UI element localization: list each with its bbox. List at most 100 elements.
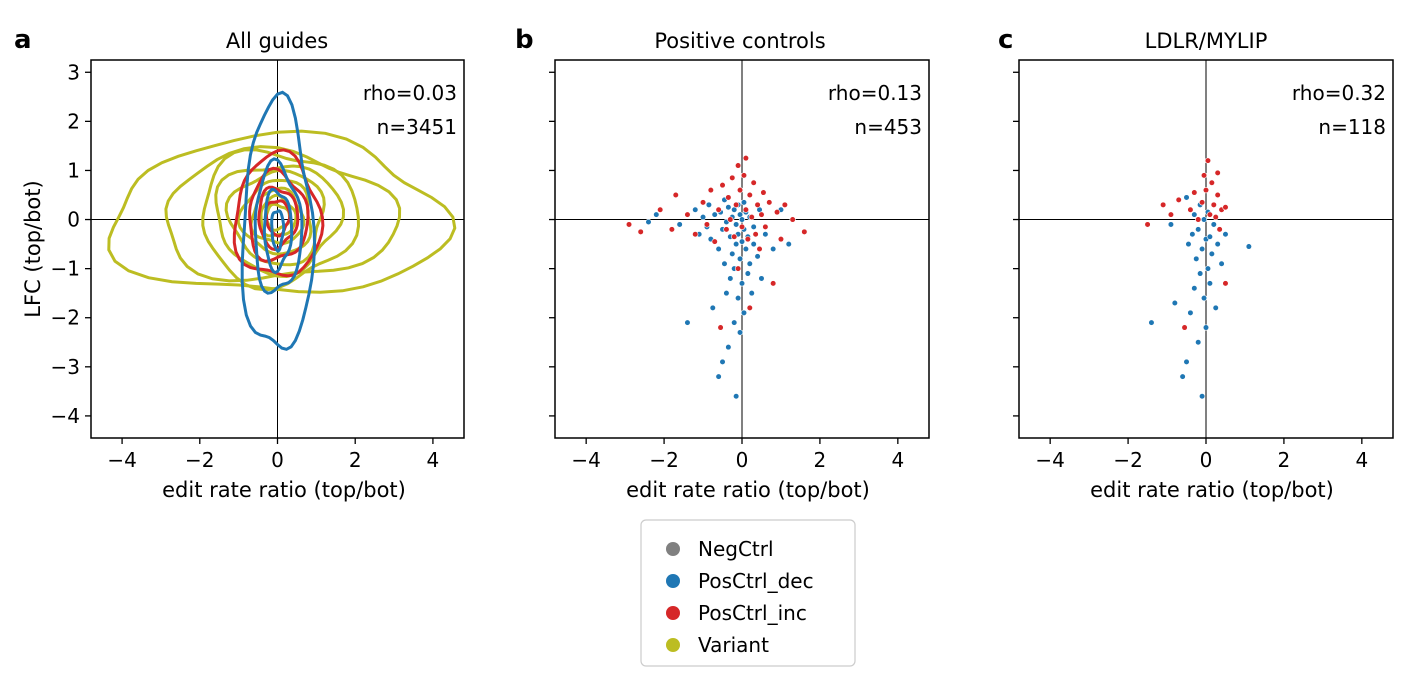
scatter-point bbox=[1187, 309, 1194, 316]
contour-variant bbox=[107, 129, 457, 294]
scatter-point bbox=[738, 238, 746, 245]
tick-labels: −4 −2 0 2 4 bbox=[549, 71, 904, 472]
scatter-point bbox=[744, 236, 751, 243]
scatter-point bbox=[1222, 280, 1229, 287]
scatter-point bbox=[727, 216, 734, 223]
legend-label-negctrl: NegCtrl bbox=[698, 537, 774, 561]
scatter-point bbox=[719, 182, 726, 189]
scatter-point bbox=[1187, 206, 1194, 213]
scatter-point bbox=[1175, 196, 1182, 204]
scatter-point bbox=[758, 275, 765, 282]
contour-posctrl-dec bbox=[262, 188, 294, 275]
scatter-point bbox=[729, 250, 736, 258]
scatter-point bbox=[735, 162, 742, 169]
y-tick-label: 3 bbox=[67, 60, 80, 84]
scatter-point bbox=[668, 226, 675, 233]
y-tick-label: 2 bbox=[67, 109, 80, 133]
scatter-point bbox=[1204, 157, 1212, 164]
legend-label-variant: Variant bbox=[698, 633, 769, 657]
n-annotation: n=3451 bbox=[377, 115, 457, 139]
scatter-point bbox=[729, 174, 736, 181]
scatter-point bbox=[692, 206, 699, 213]
scatter-point bbox=[676, 221, 683, 228]
rho-annotation: rho=0.03 bbox=[363, 81, 457, 105]
scatter-point bbox=[773, 209, 781, 216]
scatter-point bbox=[1160, 201, 1167, 208]
scatter-point bbox=[1216, 226, 1223, 233]
scatter-point bbox=[742, 155, 749, 162]
scatter-point bbox=[733, 393, 740, 400]
scatter-point bbox=[762, 223, 769, 231]
tick-labels: −4 −2 0 2 4 bbox=[1013, 71, 1368, 472]
scatter-point bbox=[699, 213, 707, 221]
scatter-point bbox=[746, 191, 753, 199]
scatter-point bbox=[736, 255, 744, 262]
scatter-point bbox=[754, 201, 761, 208]
scatter-point bbox=[1202, 324, 1210, 331]
scatter-point bbox=[684, 211, 691, 218]
scatter-point bbox=[738, 223, 746, 231]
x-axis-label: edit rate ratio (top/bot) bbox=[1090, 478, 1334, 502]
scatter-point bbox=[1204, 265, 1212, 272]
chart-title: LDLR/MYLIP bbox=[1145, 29, 1268, 53]
scatter-point bbox=[1189, 231, 1196, 238]
scatter-point bbox=[1191, 189, 1198, 196]
scatter-point bbox=[1200, 294, 1208, 302]
scatter-point bbox=[750, 223, 757, 231]
contour-posctrl-dec bbox=[240, 90, 317, 351]
plot-area bbox=[90, 59, 465, 439]
scatter-point bbox=[742, 206, 749, 213]
y-axis-label: LFC (top/bot) bbox=[21, 180, 45, 317]
scatter-point bbox=[721, 260, 728, 267]
scatter-point bbox=[748, 290, 755, 297]
scatter-point bbox=[637, 228, 644, 235]
scatter-point bbox=[707, 186, 714, 194]
scatter-point bbox=[1214, 240, 1221, 248]
scatter-point bbox=[740, 199, 748, 206]
y-tick-label: 0 bbox=[67, 208, 80, 232]
scatter-point bbox=[736, 186, 744, 194]
plot-area bbox=[554, 59, 930, 439]
x-tick-label: −2 bbox=[649, 448, 678, 472]
scatter-point bbox=[731, 233, 738, 240]
scatter-point bbox=[758, 211, 765, 218]
scatter-point bbox=[744, 270, 751, 277]
contour-variant bbox=[201, 148, 361, 292]
scatter-point bbox=[1208, 250, 1215, 258]
scatter-point bbox=[789, 216, 796, 223]
scatter-point bbox=[1206, 233, 1213, 240]
legend-label-posctrl-dec: PosCtrl_dec bbox=[698, 569, 814, 593]
scatter-point bbox=[1222, 204, 1229, 211]
scatter-point bbox=[723, 290, 730, 297]
scatter-point bbox=[1191, 211, 1198, 218]
x-tick-label: −2 bbox=[185, 448, 214, 472]
scatter-point bbox=[1183, 358, 1190, 366]
n-annotation: n=453 bbox=[854, 115, 922, 139]
scatter-point bbox=[657, 206, 664, 213]
contour-posctrl-dec bbox=[253, 157, 304, 295]
scatter-point bbox=[733, 201, 740, 208]
scatter-point bbox=[1199, 245, 1206, 253]
scatter-point bbox=[1195, 216, 1202, 223]
scatter-point bbox=[703, 221, 711, 228]
scatter-point bbox=[1144, 221, 1151, 228]
scatter-point bbox=[1210, 221, 1217, 228]
scatter-point bbox=[754, 253, 761, 260]
scatter-point bbox=[711, 238, 718, 245]
scatter-point bbox=[733, 221, 740, 228]
scatter-point bbox=[1200, 172, 1208, 179]
scatter-point bbox=[715, 206, 722, 213]
scatter-point bbox=[1191, 285, 1198, 292]
scatter-point bbox=[1245, 243, 1252, 250]
scatter-point bbox=[717, 324, 724, 331]
x-tick-label: −4 bbox=[571, 448, 600, 472]
scatter-point bbox=[736, 329, 744, 336]
scatter-point bbox=[762, 231, 769, 238]
scatter-point bbox=[752, 231, 759, 238]
scatter-point bbox=[1212, 304, 1219, 312]
legend-marker-negctrl bbox=[666, 542, 680, 556]
x-tick-label: 0 bbox=[736, 448, 749, 472]
scatter-point bbox=[770, 280, 777, 287]
contour-variant bbox=[224, 168, 326, 267]
scatter-point bbox=[740, 309, 748, 316]
